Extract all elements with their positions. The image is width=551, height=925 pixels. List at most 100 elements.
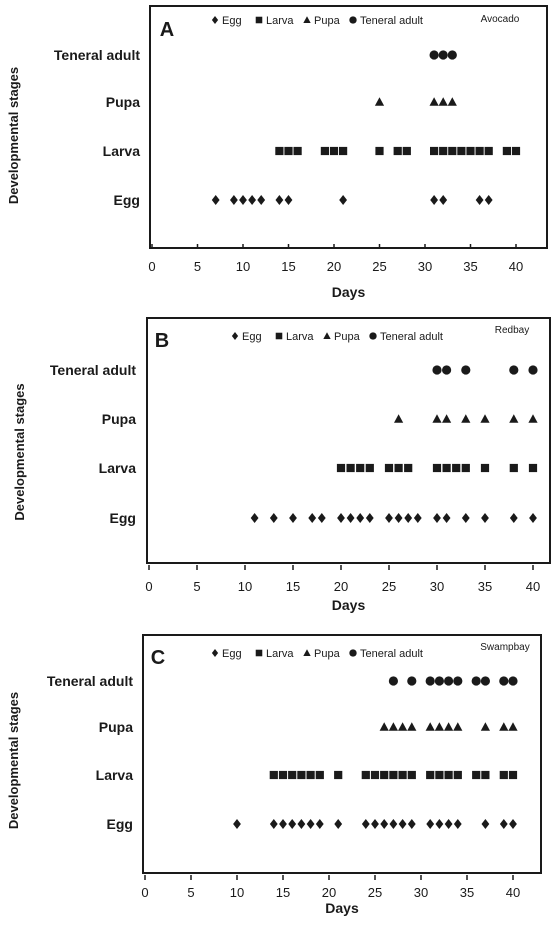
legend-label: Larva <box>266 15 294 27</box>
data-point-square <box>398 770 407 780</box>
data-point-diamond <box>509 513 518 523</box>
data-point-square <box>293 146 302 156</box>
series-larva <box>275 146 521 156</box>
data-point-diamond <box>442 513 451 523</box>
data-point-square <box>439 146 448 156</box>
data-point-square <box>432 463 442 473</box>
x-tick-label: 20 <box>327 259 341 274</box>
data-point-diamond <box>371 819 379 829</box>
data-point-circle <box>471 676 481 686</box>
data-point-triangle <box>444 722 454 731</box>
series-larva <box>269 770 518 780</box>
data-point-square <box>380 770 389 780</box>
data-point-diamond <box>339 195 347 205</box>
data-point-diamond <box>389 819 398 829</box>
data-point-square <box>442 463 451 473</box>
x-tick-label: 30 <box>418 259 432 274</box>
data-point-square <box>402 146 411 156</box>
data-point-square <box>375 146 384 156</box>
data-point-diamond <box>250 513 259 523</box>
panel-c: C Egg Larva Pupa Teneral adult Swampbay Egg Lar… <box>6 634 542 916</box>
y-category-label: Larva <box>99 460 137 476</box>
legend-item-triangle: Pupa <box>303 648 341 660</box>
data-point-square <box>275 146 284 156</box>
legend-label: Teneral adult <box>360 648 423 660</box>
data-point-triangle <box>442 414 452 423</box>
data-point-square <box>394 463 403 473</box>
data-point-diamond <box>365 513 374 523</box>
x-tick-label: 40 <box>526 579 540 594</box>
legend-item-circle: Teneral adult <box>349 648 423 660</box>
data-point-square <box>393 146 402 156</box>
y-axis-label: Developmental stages <box>6 692 21 829</box>
legend-marker-triangle <box>303 649 311 656</box>
data-point-diamond <box>239 195 247 205</box>
data-point-diamond <box>361 819 370 829</box>
data-point-square <box>444 770 453 780</box>
data-point-square <box>502 146 511 156</box>
legend-marker-circle <box>349 649 357 657</box>
data-point-diamond <box>257 195 266 205</box>
series-pupa <box>394 414 538 423</box>
plot-frame <box>149 5 548 249</box>
data-point-square <box>466 146 475 156</box>
x-tick-label: 35 <box>463 259 477 274</box>
data-point-diamond <box>433 513 441 523</box>
data-point-diamond <box>288 819 297 829</box>
legend-item-circle: Teneral adult <box>349 15 423 27</box>
y-axis-label: Developmental stages <box>6 67 21 204</box>
y-category-label: Teneral adult <box>47 673 133 689</box>
data-point-square <box>297 770 306 780</box>
x-tick-label: 25 <box>372 259 386 274</box>
legend-label: Teneral adult <box>380 331 443 343</box>
data-point-square <box>315 770 324 780</box>
data-point-square <box>484 146 493 156</box>
legend-item-circle: Teneral adult <box>369 331 443 343</box>
legend-marker-square <box>255 16 263 24</box>
data-point-circle <box>453 676 463 686</box>
data-point-triangle <box>379 722 389 731</box>
x-tick-label: 25 <box>368 885 382 900</box>
data-point-triangle <box>447 97 457 106</box>
data-point-triangle <box>480 722 490 731</box>
legend-item-diamond: Egg <box>211 15 242 27</box>
data-point-square <box>426 770 435 780</box>
data-point-triangle <box>434 722 444 731</box>
data-point-diamond <box>275 195 284 205</box>
x-tick-label: 20 <box>322 885 336 900</box>
x-tick-label: 0 <box>141 885 148 900</box>
series-larva <box>336 463 538 473</box>
y-category-label: Egg <box>114 192 140 208</box>
data-point-triangle <box>480 414 490 423</box>
data-point-circle <box>442 365 452 375</box>
series-teneral-adult <box>429 50 457 60</box>
data-point-square <box>509 463 518 473</box>
x-tick-label: 20 <box>334 579 348 594</box>
x-tick-label: 25 <box>382 579 396 594</box>
data-point-diamond <box>430 195 438 205</box>
data-point-square <box>407 770 416 780</box>
data-point-triangle <box>425 722 435 731</box>
panel-b: B Egg Larva Pupa Teneral adult Redbay Egg Larva… <box>12 317 551 613</box>
x-axis-label: Days <box>332 284 366 300</box>
legend-marker-circle <box>349 16 357 24</box>
data-point-square <box>435 770 444 780</box>
legend-label: Pupa <box>314 648 341 660</box>
plot-frame <box>146 317 551 564</box>
data-point-diamond <box>306 819 315 829</box>
data-point-square <box>452 463 461 473</box>
data-point-square <box>288 770 297 780</box>
x-tick-label: 35 <box>478 579 492 594</box>
legend-label: Teneral adult <box>360 15 423 27</box>
data-point-square <box>365 463 374 473</box>
data-point-diamond <box>481 513 489 523</box>
legend-marker-diamond <box>211 16 219 24</box>
plot-frame <box>142 634 542 874</box>
legend: Egg Larva Pupa Teneral adult <box>231 331 443 343</box>
data-point-triangle <box>394 414 404 423</box>
data-point-diamond <box>398 819 407 829</box>
data-point-diamond <box>444 819 453 829</box>
x-axis-label: Days <box>332 597 366 613</box>
data-point-square <box>448 146 457 156</box>
legend-marker-square <box>275 332 283 340</box>
